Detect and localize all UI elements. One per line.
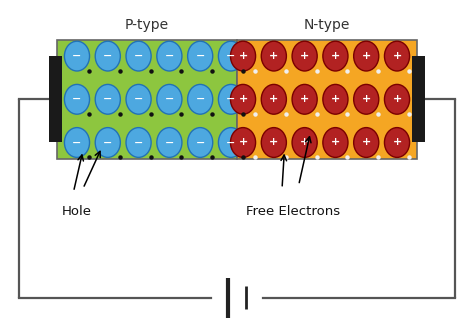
Ellipse shape [261,128,286,158]
Text: −: − [103,51,112,61]
Text: −: − [103,94,112,104]
Ellipse shape [354,41,379,71]
Ellipse shape [354,128,379,158]
Text: +: + [269,137,278,148]
Text: Free Electrons: Free Electrons [246,205,341,218]
Text: −: − [195,137,205,148]
Ellipse shape [219,41,244,71]
Ellipse shape [126,84,151,114]
Ellipse shape [64,41,90,71]
Ellipse shape [261,84,286,114]
Ellipse shape [188,84,213,114]
Text: −: − [195,94,205,104]
Text: +: + [331,51,340,61]
Ellipse shape [292,128,317,158]
Ellipse shape [157,128,182,158]
Text: −: − [73,94,82,104]
Text: −: − [73,51,82,61]
Text: +: + [238,51,247,61]
Text: Hole: Hole [62,205,91,218]
Ellipse shape [384,128,410,158]
Text: −: − [134,137,143,148]
Bar [49,56,62,142]
Ellipse shape [64,84,90,114]
Ellipse shape [261,41,286,71]
Ellipse shape [126,41,151,71]
Text: +: + [392,94,401,104]
Text: P-type: P-type [125,18,169,32]
Text: +: + [269,94,278,104]
Ellipse shape [126,128,151,158]
Text: −: − [164,94,174,104]
Text: −: − [73,137,82,148]
Ellipse shape [64,128,90,158]
Text: +: + [362,94,371,104]
Text: −: − [226,94,236,104]
Text: −: − [195,51,205,61]
Text: +: + [392,137,401,148]
Ellipse shape [323,41,348,71]
Ellipse shape [230,84,255,114]
Ellipse shape [323,128,348,158]
Ellipse shape [230,128,255,158]
Text: +: + [269,51,278,61]
Text: −: − [164,51,174,61]
Ellipse shape [95,128,120,158]
Text: −: − [226,51,236,61]
Text: N-type: N-type [304,18,350,32]
Ellipse shape [292,84,317,114]
Text: +: + [362,137,371,148]
Text: +: + [392,51,401,61]
Ellipse shape [230,41,255,71]
Text: −: − [226,137,236,148]
Text: +: + [300,51,309,61]
Text: +: + [331,94,340,104]
Ellipse shape [384,41,410,71]
Ellipse shape [95,84,120,114]
Text: +: + [300,94,309,104]
Text: −: − [103,137,112,148]
Text: +: + [331,137,340,148]
Ellipse shape [219,84,244,114]
Text: +: + [362,51,371,61]
Ellipse shape [219,128,244,158]
Text: +: + [238,94,247,104]
Ellipse shape [292,41,317,71]
Text: −: − [164,137,174,148]
Ellipse shape [384,84,410,114]
Text: −: − [134,94,143,104]
Ellipse shape [95,41,120,71]
Ellipse shape [188,128,213,158]
Ellipse shape [157,84,182,114]
Ellipse shape [157,41,182,71]
Ellipse shape [323,84,348,114]
Ellipse shape [354,84,379,114]
Bar [237,40,417,159]
Bar [412,56,425,142]
Text: +: + [300,137,309,148]
Ellipse shape [188,41,213,71]
Text: +: + [238,137,247,148]
Bar [57,40,237,159]
Text: −: − [134,51,143,61]
